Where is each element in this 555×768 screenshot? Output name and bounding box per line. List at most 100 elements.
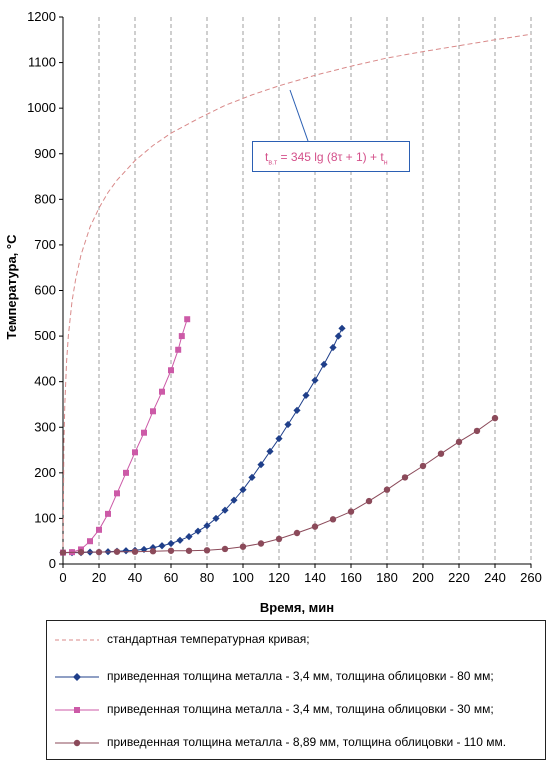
series-1-point-32 bbox=[338, 324, 346, 332]
series-3-point-0 bbox=[59, 549, 67, 556]
legend-swatch-standard bbox=[55, 639, 99, 641]
x-tick-label-140: 140 bbox=[304, 570, 326, 585]
legend-swatch-30mm bbox=[55, 707, 99, 713]
y-tick-label-1200: 1200 bbox=[27, 9, 56, 24]
y-tick-label-0: 0 bbox=[49, 556, 56, 571]
legend-label-110mm: приведенная толщина металла - 8,89 мм, т… bbox=[107, 735, 507, 749]
x-tick-label-80: 80 bbox=[200, 570, 214, 585]
x-tick-label-180: 180 bbox=[376, 570, 398, 585]
series-3-point-24 bbox=[491, 414, 499, 422]
series-3-point-13 bbox=[293, 529, 301, 537]
series-2-point-11 bbox=[159, 388, 165, 395]
series-3-point-2 bbox=[95, 548, 103, 556]
series-2-point-3 bbox=[87, 538, 93, 545]
series-3-point-21 bbox=[437, 450, 445, 457]
series-3-point-9 bbox=[221, 545, 229, 553]
series-1-point-7 bbox=[122, 547, 130, 555]
series-line-2 bbox=[62, 319, 188, 554]
formula-sub-n: н bbox=[383, 159, 388, 167]
formula-t: t bbox=[265, 150, 269, 164]
series-2-point-12 bbox=[168, 367, 174, 374]
series-1-point-25 bbox=[284, 420, 292, 429]
series-3-point-8 bbox=[203, 547, 211, 554]
series-3-point-6 bbox=[167, 547, 175, 554]
x-tick-label-120: 120 bbox=[268, 570, 290, 585]
legend-label-standard: стандартная температурная кривая; bbox=[107, 632, 310, 646]
series-3-point-20 bbox=[419, 462, 427, 470]
y-tick-label-200: 200 bbox=[34, 465, 56, 480]
y-tick-label-600: 600 bbox=[34, 283, 56, 298]
grid-lines bbox=[98, 17, 532, 564]
x-tick-label-20: 20 bbox=[92, 570, 106, 585]
y-tick-label-400: 400 bbox=[34, 374, 56, 389]
y-tick-label-1100: 1100 bbox=[28, 55, 56, 70]
x-tick-label-200: 200 bbox=[412, 570, 434, 585]
legend-item-110mm: приведенная толщина металла - 8,89 мм, т… bbox=[47, 734, 545, 752]
y-tick-label-300: 300 bbox=[34, 419, 56, 434]
y-tick-label-500: 500 bbox=[34, 328, 56, 343]
x-tick-labels: 0 20 40 60 80 100 120 140 160 180 200 220 240 260 bbox=[59, 570, 541, 585]
series-2-point-7 bbox=[123, 469, 129, 476]
x-axis-title: Время, мин bbox=[260, 600, 334, 615]
series-3-point-23 bbox=[473, 427, 481, 435]
x-tick-label-0: 0 bbox=[59, 570, 66, 585]
series-1-point-18 bbox=[221, 506, 229, 514]
series-1-point-26 bbox=[293, 406, 301, 414]
x-tick-label-40: 40 bbox=[128, 570, 142, 585]
series-3-point-7 bbox=[185, 547, 193, 554]
series-3-point-11 bbox=[257, 540, 265, 547]
y-axis-title: Температура, °С bbox=[4, 234, 19, 340]
legend-item-standard: стандартная температурная кривая; bbox=[47, 631, 545, 649]
series-1-point-14 bbox=[185, 533, 193, 541]
y-tick-label-1000: 1000 bbox=[27, 100, 56, 115]
series-1-point-22 bbox=[257, 461, 265, 469]
series-2-point-8 bbox=[132, 449, 138, 456]
series-3-point-22 bbox=[455, 438, 463, 446]
x-tick-label-260: 260 bbox=[520, 570, 542, 585]
y-tick-label-800: 800 bbox=[34, 191, 56, 206]
y-tick-label-900: 900 bbox=[34, 146, 56, 161]
series-3-point-4 bbox=[131, 548, 139, 555]
series-3-point-10 bbox=[239, 543, 247, 550]
series-3-point-16 bbox=[347, 508, 355, 515]
series-3-point-1 bbox=[77, 548, 85, 556]
x-tick-label-100: 100 bbox=[232, 570, 254, 585]
series-1-point-11 bbox=[158, 542, 166, 550]
series-1-point-28 bbox=[311, 376, 319, 384]
series-1-point-29 bbox=[320, 360, 328, 368]
series-3-point-3 bbox=[113, 548, 121, 555]
series-1-point-27 bbox=[302, 391, 310, 399]
series-2-point-5 bbox=[105, 510, 111, 517]
y-tick-label-700: 700 bbox=[34, 237, 56, 252]
series-3-point-15 bbox=[329, 516, 337, 523]
y-tick-label-100: 100 bbox=[34, 510, 56, 525]
series-1-point-19 bbox=[230, 496, 238, 504]
legend-item-30mm: приведенная толщина металла - 3,4 мм, то… bbox=[47, 701, 545, 719]
x-tick-label-220: 220 bbox=[448, 570, 470, 585]
series-1-point-20 bbox=[239, 486, 247, 494]
series-1-point-30 bbox=[329, 343, 337, 352]
series-2-point-14 bbox=[178, 333, 185, 340]
series-1-point-24 bbox=[275, 435, 283, 443]
y-tick-labels: 0 100 200 300 400 500 600 700 800 900 1000 1100 1200 bbox=[27, 9, 56, 571]
series-3-point-19 bbox=[401, 474, 409, 481]
series-2-point-4 bbox=[96, 526, 102, 533]
legend-label-80mm: приведенная толщина металла - 3,4 мм, то… bbox=[107, 669, 494, 683]
series-1-point-13 bbox=[176, 536, 184, 544]
series-1-point-16 bbox=[203, 522, 211, 530]
series-2-point-6 bbox=[114, 490, 120, 497]
x-tick-label-60: 60 bbox=[164, 570, 178, 585]
x-tick-label-240: 240 bbox=[484, 570, 506, 585]
series-2-point-15 bbox=[184, 316, 191, 323]
series-1-point-23 bbox=[266, 447, 274, 456]
series-1-point-21 bbox=[248, 473, 256, 481]
x-tick-label-160: 160 bbox=[340, 570, 362, 585]
formula-body: = 345 lg (8τ + 1) + t bbox=[277, 150, 384, 164]
chart: 0 20 40 60 80 100 120 140 160 180 200 220 240 260 0 10… bbox=[4, 9, 542, 615]
series-3-point-12 bbox=[275, 535, 283, 543]
series-2-point-10 bbox=[150, 408, 156, 415]
axes bbox=[59, 16, 532, 568]
series-2-point-13 bbox=[175, 346, 182, 353]
legend-label-30mm: приведенная толщина металла - 3,4 мм, то… bbox=[107, 702, 494, 716]
annotation-leader-line bbox=[289, 89, 309, 142]
